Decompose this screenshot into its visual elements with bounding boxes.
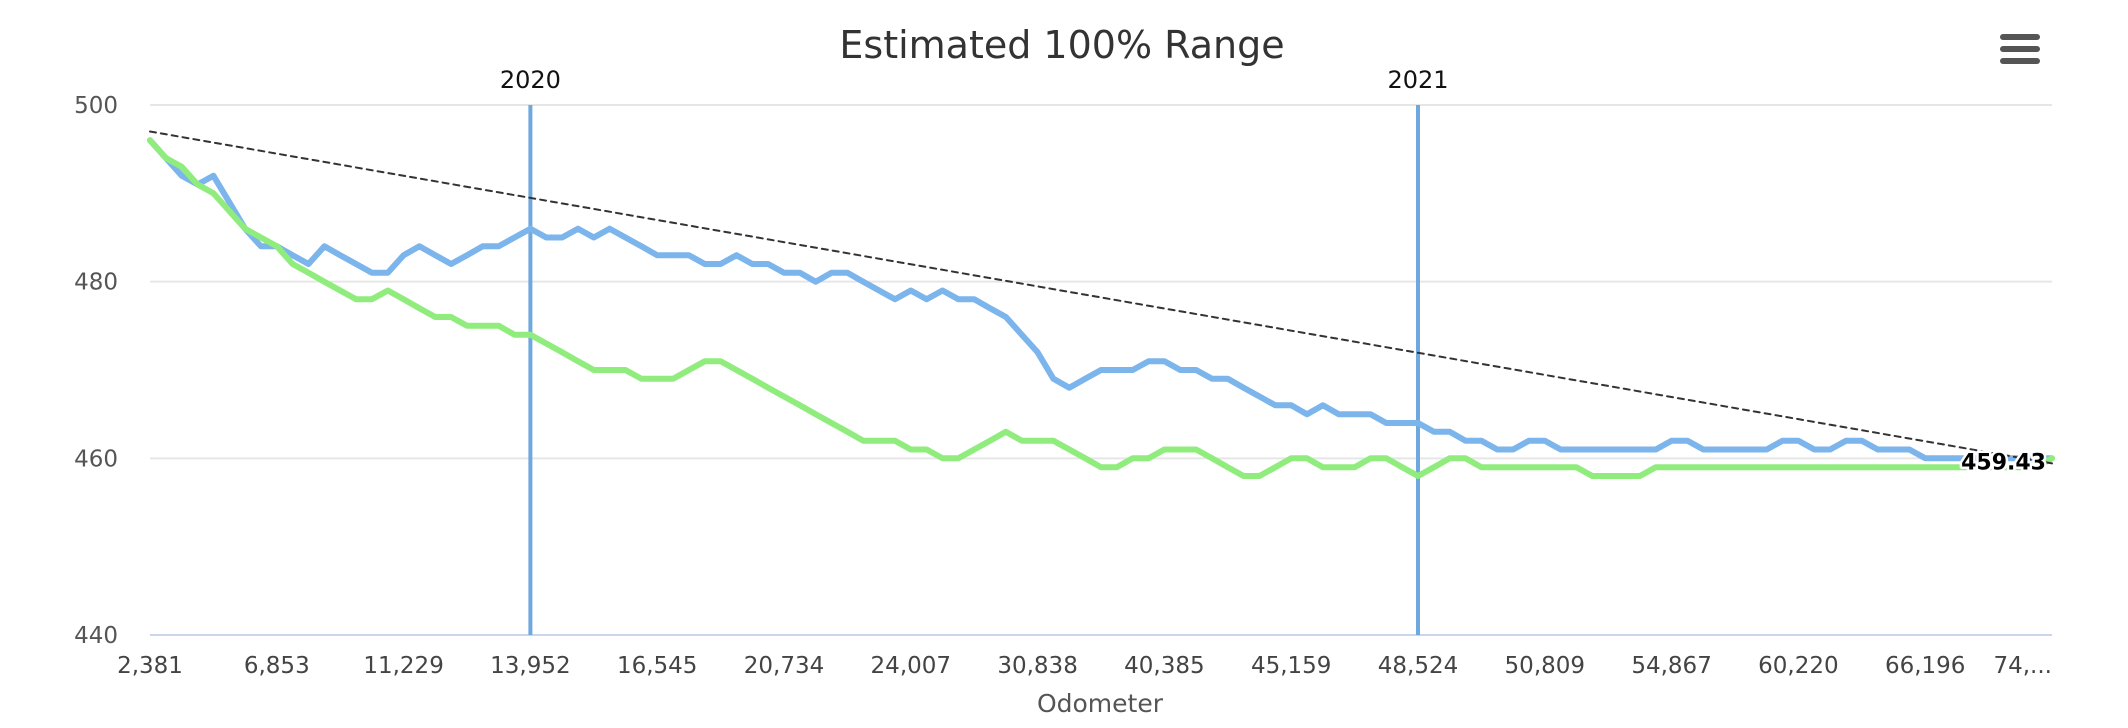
x-tick-label: 74,...	[1993, 653, 2052, 679]
year-bands: 2020 2021	[500, 66, 1449, 635]
chart-title: Estimated 100% Range	[839, 23, 1284, 67]
x-tick-label: 13,952	[490, 653, 570, 679]
x-tick-label: 45,159	[1251, 653, 1331, 679]
x-tick-label: 54,867	[1631, 653, 1711, 679]
x-tick-label: 40,385	[1124, 653, 1204, 679]
menu-bar	[2000, 58, 2040, 64]
x-tick-label: 66,196	[1885, 653, 1965, 679]
x-tick-label: 60,220	[1758, 653, 1838, 679]
y-tick-label: 440	[74, 623, 118, 649]
menu-bar	[2000, 46, 2040, 52]
x-tick-label: 6,853	[244, 653, 310, 679]
x-tick-label: 2,381	[117, 653, 183, 679]
x-axis-title: Odometer	[1037, 689, 1164, 718]
y-tick-label: 500	[74, 93, 118, 119]
series-line-1	[147, 137, 2055, 479]
y-tick-label: 480	[74, 270, 118, 296]
series-layer: 459.43	[147, 130, 2055, 479]
grid	[150, 104, 2052, 636]
x-tick-label: 20,734	[744, 653, 824, 679]
menu-bar	[2000, 34, 2040, 40]
y-tick-label: 460	[74, 446, 118, 472]
x-tick-label: 24,007	[871, 653, 951, 679]
hamburger-menu-icon[interactable]	[2000, 34, 2040, 68]
year-label: 2020	[500, 66, 561, 94]
trend-line	[149, 130, 2053, 465]
series-line-0	[147, 137, 2055, 462]
trend-end-label: 459.43	[1961, 450, 2046, 475]
x-tick-label: 48,524	[1378, 653, 1458, 679]
x-tick-label: 11,229	[363, 653, 443, 679]
x-axis: 2,381 6,853 11,229 13,952 16,545 20,734 24,007…	[117, 653, 2052, 679]
x-tick-label: 30,838	[997, 653, 1077, 679]
year-label: 2021	[1387, 66, 1448, 94]
y-axis: 440 460 480 500	[74, 93, 118, 649]
x-tick-label: 50,809	[1505, 653, 1585, 679]
x-tick-label: 16,545	[617, 653, 697, 679]
